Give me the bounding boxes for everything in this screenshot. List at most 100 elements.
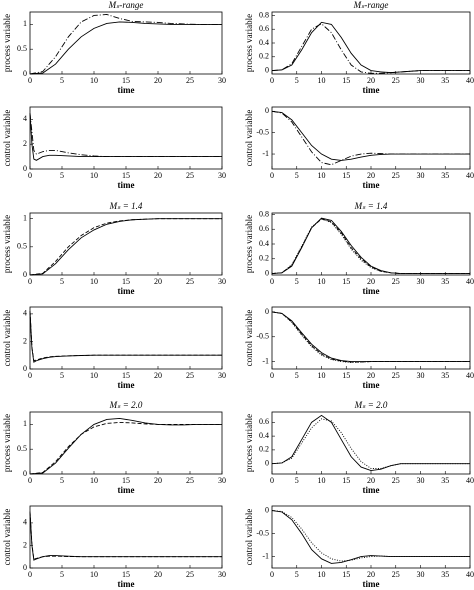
x-tick-label: 0 <box>28 476 32 485</box>
x-tick-label: 35 <box>441 476 449 485</box>
x-tick-label: 0 <box>270 476 274 485</box>
x-tick-label: 10 <box>90 277 98 286</box>
chart-title: Mₛ = 2.0 <box>354 400 388 410</box>
series-line <box>271 110 470 166</box>
plot-frame <box>29 212 223 276</box>
x-tick-label: 15 <box>122 277 130 286</box>
x-tick-label: 30 <box>417 570 425 579</box>
x-tick-label: 25 <box>186 171 194 180</box>
x-tick-label: 25 <box>392 570 400 579</box>
x-tick-label: 40 <box>466 371 474 380</box>
y-tick-label: 0.4 <box>259 38 269 47</box>
x-tick-label: 15 <box>342 476 350 485</box>
y-tick-label: 0 <box>265 458 269 467</box>
y-tick-label: -0.5 <box>256 127 269 136</box>
series-line <box>29 218 222 276</box>
y-tick-label: 0 <box>23 469 27 478</box>
series-line <box>271 217 470 274</box>
x-tick-label: 20 <box>154 76 162 85</box>
y-tick-label: -0.5 <box>256 528 269 537</box>
series-line <box>29 113 222 158</box>
series-line <box>271 510 470 564</box>
series-line <box>29 21 222 75</box>
x-tick-label: 25 <box>392 76 400 85</box>
x-tick-label: 40 <box>466 171 474 180</box>
y-tick-label: 0 <box>265 268 269 277</box>
plot-frame <box>29 11 223 75</box>
x-tick-label: 10 <box>318 570 326 579</box>
y-tick-label: 4 <box>23 309 27 318</box>
x-tick-label: 25 <box>392 277 400 286</box>
y-tick-label: 0.5 <box>17 44 27 53</box>
x-tick-label: 10 <box>318 171 326 180</box>
y-tick-label: 4 <box>23 518 27 527</box>
plot-frame <box>271 106 471 170</box>
series-line <box>29 417 222 475</box>
y-tick-label: 0.6 <box>259 24 269 33</box>
x-tick-label: 40 <box>466 277 474 286</box>
y-tick-label: 0.6 <box>259 417 269 426</box>
series-line <box>29 113 222 161</box>
x-tick-label: 0 <box>28 76 32 85</box>
y-axis-label: control variable <box>244 110 254 167</box>
x-tick-label: 10 <box>90 371 98 380</box>
x-axis-label: time <box>363 579 380 589</box>
y-axis-label: control variable <box>2 310 12 367</box>
y-tick-label: 0 <box>265 65 269 74</box>
x-tick-label: 20 <box>367 277 375 286</box>
y-tick-label: 0.8 <box>259 209 269 218</box>
x-tick-label: 15 <box>122 171 130 180</box>
y-tick-label: 0 <box>265 106 269 115</box>
series-line <box>29 511 222 561</box>
y-tick-label: 0 <box>265 505 269 514</box>
y-tick-label: 0.2 <box>259 254 269 263</box>
x-tick-label: 0 <box>28 570 32 579</box>
x-tick-label: 10 <box>90 476 98 485</box>
series-line <box>271 418 470 469</box>
x-tick-label: 15 <box>122 76 130 85</box>
y-tick-label: 0.4 <box>259 239 269 248</box>
x-axis-label: time <box>118 286 135 296</box>
y-tick-label: 2 <box>23 139 27 148</box>
x-tick-label: 30 <box>218 171 226 180</box>
series-line <box>29 421 222 475</box>
series-line <box>29 311 222 363</box>
x-tick-label: 25 <box>186 476 194 485</box>
x-tick-label: 20 <box>154 371 162 380</box>
y-tick-label: 0.6 <box>259 224 269 233</box>
x-axis-label: time <box>118 485 135 495</box>
x-tick-label: 5 <box>295 171 299 180</box>
y-tick-label: 0 <box>23 69 27 78</box>
x-tick-label: 10 <box>318 476 326 485</box>
y-axis-label: control variable <box>244 310 254 367</box>
x-tick-label: 5 <box>295 476 299 485</box>
x-tick-label: 40 <box>466 570 474 579</box>
x-tick-label: 35 <box>441 277 449 286</box>
x-tick-label: 30 <box>417 476 425 485</box>
y-axis-label: control variable <box>2 110 12 167</box>
y-tick-label: 0 <box>23 563 27 572</box>
series-line <box>271 311 470 363</box>
y-tick-label: 0.8 <box>259 10 269 19</box>
x-axis-label: time <box>118 579 135 589</box>
series-line <box>271 218 470 274</box>
x-tick-label: 15 <box>342 570 350 579</box>
x-tick-label: 25 <box>392 171 400 180</box>
x-tick-label: 20 <box>154 171 162 180</box>
y-axis-label: control variable <box>244 509 254 566</box>
y-tick-label: -0.5 <box>256 332 269 341</box>
x-axis-label: time <box>118 85 135 95</box>
x-tick-label: 15 <box>122 570 130 579</box>
x-tick-label: 10 <box>318 76 326 85</box>
x-tick-label: 10 <box>90 171 98 180</box>
x-tick-label: 25 <box>392 371 400 380</box>
x-tick-label: 0 <box>28 371 32 380</box>
x-tick-label: 25 <box>186 277 194 286</box>
x-axis-label: time <box>363 286 380 296</box>
x-tick-label: 35 <box>441 570 449 579</box>
x-tick-label: 0 <box>270 570 274 579</box>
x-tick-label: 25 <box>186 371 194 380</box>
x-tick-label: 35 <box>441 76 449 85</box>
x-tick-label: 40 <box>466 476 474 485</box>
